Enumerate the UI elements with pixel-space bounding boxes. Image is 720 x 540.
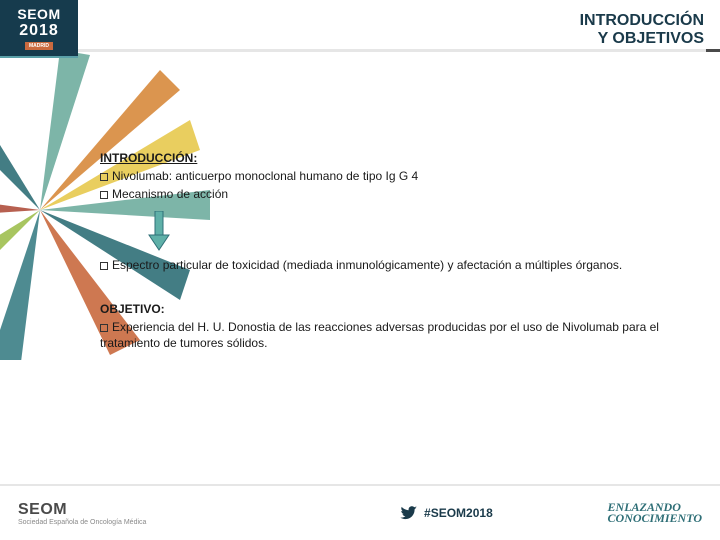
bullet-icon [100,262,108,270]
slide-content: INTRODUCCIÓN: Nivolumab: anticuerpo mono… [100,150,692,353]
objetivo-bullet-1: Experiencia del H. U. Donostia de las re… [100,319,692,351]
footer-brand: SEOM [18,501,146,519]
footer-tagline-2: CONOCIMIENTO [608,513,702,524]
header-divider-accent [706,49,720,52]
intro-bullet-3: Espectro particular de toxicidad (mediad… [100,257,692,273]
logo-seom-2018: SEOM 2018 MADRID [0,0,78,58]
bullet-icon [100,324,108,332]
page-title: INTRODUCCIÓN Y OBJETIVOS [580,12,704,49]
header-divider [0,49,720,52]
logo-city: MADRID [25,42,53,50]
bullet-icon [100,191,108,199]
intro-bullet-2: Mecanismo de acción [100,186,692,202]
slide-footer: SEOM Sociedad Española de Oncología Médi… [0,484,720,540]
page-title-line2: Y OBJETIVOS [580,30,704,48]
introduccion-heading: INTRODUCCIÓN: [100,150,692,166]
footer-tagline: ENLAZANDO CONOCIMIENTO [608,502,702,525]
page-title-line1: INTRODUCCIÓN [580,12,704,30]
footer-hashtag-block: #SEOM2018 [400,504,493,522]
flow-arrow [148,211,692,251]
bullet-icon [100,173,108,181]
logo-brand: SEOM [17,6,60,22]
logo-year: 2018 [19,22,59,40]
footer-brand-block: SEOM Sociedad Española de Oncología Médi… [18,501,146,526]
arrow-down-icon [148,211,170,251]
intro-bullet-1: Nivolumab: anticuerpo monoclonal humano … [100,168,692,184]
objetivo-section: OBJETIVO: Experiencia del H. U. Donostia… [100,301,692,352]
twitter-icon [400,504,418,522]
footer-hashtag: #SEOM2018 [424,506,493,520]
footer-subtitle: Sociedad Española de Oncología Médica [18,519,146,526]
objetivo-heading: OBJETIVO: [100,301,692,317]
